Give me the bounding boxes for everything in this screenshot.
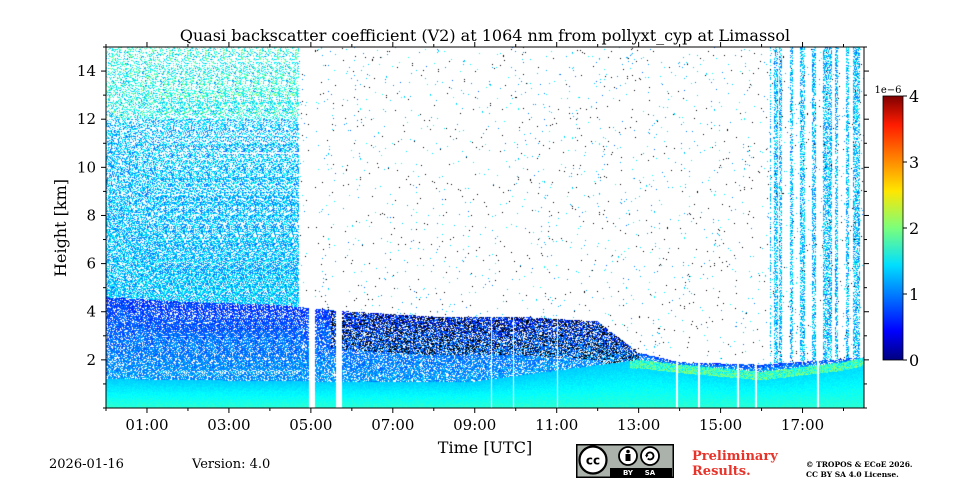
colorbar-tick-label: 1 (909, 285, 919, 304)
colorbar-tick-label: 3 (909, 153, 919, 172)
by-label: BY (623, 469, 634, 477)
y-tick-label: 2 (86, 351, 96, 369)
colorbar-tick-label: 4 (909, 87, 919, 106)
colorbar-tick-label: 2 (909, 219, 919, 238)
colorbar-multiplier: 1e−6 (874, 85, 901, 96)
colorbar-ticks: 0 1 2 3 4 (903, 87, 919, 370)
x-tick-label: 01:00 (125, 416, 168, 434)
y-tick-label: 10 (77, 158, 96, 176)
colorbar-gradient (882, 95, 904, 361)
sa-label: SA (645, 469, 656, 477)
results-label: Results. (692, 464, 751, 479)
y-tick-label: 6 (86, 255, 96, 273)
sa-share-alike-icon (640, 446, 660, 466)
heatmap-image (106, 47, 864, 408)
copyright-line: © TROPOS & ECoE 2026. (806, 460, 913, 469)
y-axis-label: Height [km] (51, 179, 70, 277)
plot-frame (105, 46, 865, 409)
x-tick-label: 09:00 (453, 416, 496, 434)
y-tick-label: 4 (86, 303, 96, 321)
y-tick-label: 8 (86, 206, 96, 224)
x-axis-label: Time [UTC] (438, 438, 532, 457)
x-tick-label: 17:00 (781, 416, 824, 434)
measurement-date: 2026-01-16 (49, 457, 124, 472)
x-tick-label: 11:00 (535, 416, 578, 434)
y-tick-label: 14 (77, 62, 96, 80)
y-axis: 2 4 6 8 10 12 14 (77, 46, 869, 409)
colorbar-tick-label: 0 (909, 351, 919, 370)
heatmap-cells (106, 47, 864, 408)
x-axis: 01:00 03:00 05:00 07:00 09:00 11:00 13:00 15:00… (105, 42, 845, 434)
x-tick-label: 13:00 (617, 416, 660, 434)
license-line: CC BY SA 4.0 License. (806, 470, 899, 479)
cc-by-sa-badge: cc BY SA (576, 444, 674, 478)
preliminary-label: Preliminary (692, 449, 778, 464)
cc-icon-text: cc (586, 454, 600, 468)
x-tick-label: 05:00 (289, 416, 332, 434)
version-label: Version: 4.0 (192, 457, 271, 472)
colorbar: 1e−6 0 1 2 3 4 (874, 85, 919, 370)
y-tick-label: 12 (77, 110, 96, 128)
x-tick-label: 15:00 (699, 416, 742, 434)
x-tick-label: 07:00 (371, 416, 414, 434)
chart-title: Quasi backscatter coefficient (V2) at 10… (180, 26, 790, 45)
cc-icon (578, 445, 608, 475)
x-tick-label: 03:00 (207, 416, 250, 434)
